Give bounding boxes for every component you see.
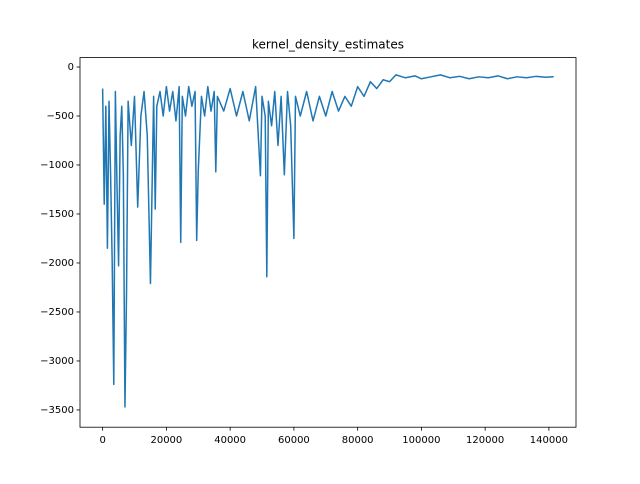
x-tick-label: 0 bbox=[99, 435, 105, 446]
x-tick-label: 120000 bbox=[466, 435, 504, 446]
y-tick-label: −3000 bbox=[40, 356, 74, 367]
x-tick-label: 80000 bbox=[342, 435, 374, 446]
y-tick-label: −3500 bbox=[40, 405, 74, 416]
x-tick-label: 40000 bbox=[214, 435, 246, 446]
y-tick-label: −2500 bbox=[40, 307, 74, 318]
chart-title: kernel_density_estimates bbox=[252, 38, 404, 52]
x-tick-label: 60000 bbox=[278, 435, 310, 446]
y-tick-label: 0 bbox=[68, 62, 74, 73]
plot-frame bbox=[79, 57, 577, 428]
y-tick-label: −2000 bbox=[40, 258, 74, 269]
y-tick-label: −1000 bbox=[40, 160, 74, 171]
y-tick-label: −1500 bbox=[40, 209, 74, 220]
x-tick-label: 100000 bbox=[402, 435, 440, 446]
y-tick-label: −500 bbox=[47, 111, 74, 122]
line bbox=[101, 74, 554, 408]
x-tick-label: 20000 bbox=[150, 435, 182, 446]
x-tick-label: 140000 bbox=[530, 435, 568, 446]
